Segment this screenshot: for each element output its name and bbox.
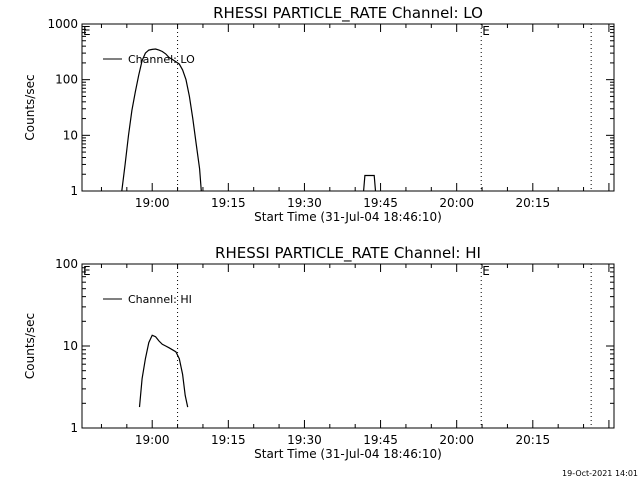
- series-line: [121, 48, 202, 192]
- x-axis-label: Start Time (31-Jul-04 18:46:10): [254, 210, 442, 224]
- y-axis-label: Counts/sec: [23, 74, 37, 140]
- chart-title: RHESSI PARTICLE_RATE Channel: LO: [213, 4, 483, 23]
- series-line: [138, 334, 189, 408]
- x-tick-label: 19:15: [211, 196, 246, 210]
- event-marker-label: E: [482, 264, 490, 278]
- y-axis-label: Counts/sec: [23, 313, 37, 379]
- y-tick-label: 1000: [47, 17, 78, 31]
- corner-mark: E: [83, 24, 91, 38]
- event-marker-label: E: [482, 24, 490, 38]
- y-tick-label: 10: [63, 128, 78, 142]
- plot-frame: [81, 263, 615, 429]
- series-line: [363, 174, 377, 192]
- legend-label: Channel: LO: [128, 53, 195, 66]
- timestamp-stamp: 19-Oct-2021 14:01: [562, 469, 638, 478]
- x-tick-label: 20:00: [439, 196, 474, 210]
- chart-title: RHESSI PARTICLE_RATE Channel: HI: [215, 244, 481, 263]
- x-axis-label: Start Time (31-Jul-04 18:46:10): [254, 447, 442, 461]
- x-tick-label: 20:00: [439, 433, 474, 447]
- y-tick-label: 1: [70, 184, 78, 198]
- x-tick-label: 20:15: [516, 196, 551, 210]
- chart-panel-2: RHESSI PARTICLE_RATE Channel: HI 1 10 100 19…: [23, 244, 615, 461]
- x-tick-label: 19:30: [287, 433, 322, 447]
- x-tick-label: 19:45: [363, 433, 398, 447]
- x-tick-label: 19:00: [135, 196, 170, 210]
- corner-mark: E: [83, 264, 91, 278]
- y-tick-label: 10: [63, 339, 78, 353]
- x-tick-label: 19:45: [363, 196, 398, 210]
- x-tick-label: 20:15: [516, 433, 551, 447]
- y-tick-label: 100: [55, 257, 78, 271]
- plot-frame: [81, 23, 615, 192]
- x-tick-label: 19:00: [135, 433, 170, 447]
- legend-label: Channel: HI: [128, 293, 192, 306]
- x-tick-label: 19:30: [287, 196, 322, 210]
- chart-panel-1: RHESSI PARTICLE_RATE Channel: LO 1 10 100 10…: [23, 4, 615, 224]
- y-tick-label: 100: [55, 73, 78, 87]
- x-tick-label: 19:15: [211, 433, 246, 447]
- y-tick-label: 1: [70, 421, 78, 435]
